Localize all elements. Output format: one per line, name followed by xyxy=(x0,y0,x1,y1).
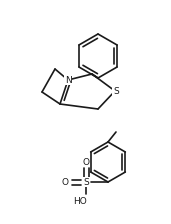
Text: O: O xyxy=(62,177,69,187)
Text: S: S xyxy=(83,177,89,187)
Text: HO: HO xyxy=(73,196,87,205)
Text: S: S xyxy=(113,86,119,95)
Text: N: N xyxy=(65,75,71,84)
Text: O: O xyxy=(82,157,89,166)
